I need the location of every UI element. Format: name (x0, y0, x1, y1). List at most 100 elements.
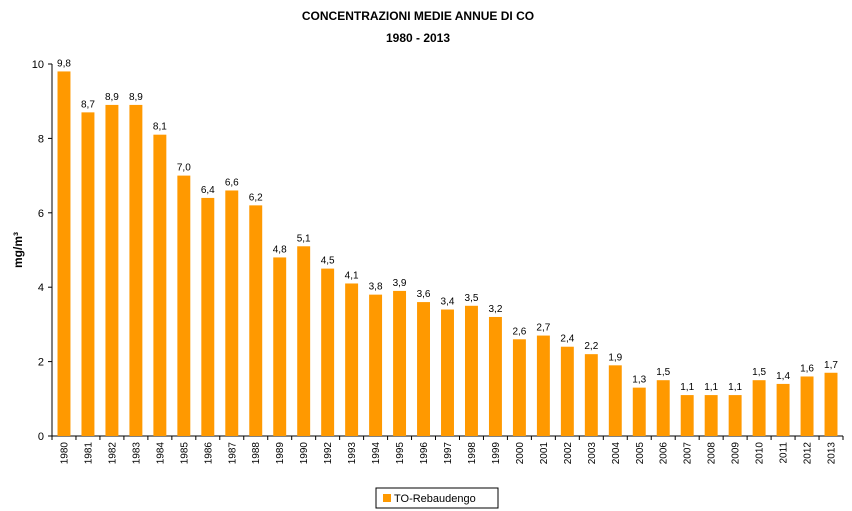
value-label: 1,1 (704, 382, 718, 393)
value-label: 2,7 (536, 323, 550, 334)
bar (728, 395, 742, 436)
value-label: 8,9 (105, 92, 119, 103)
value-label: 6,4 (201, 185, 215, 196)
value-label: 1,9 (608, 352, 622, 363)
value-label: 1,3 (632, 375, 646, 386)
x-tick-label: 1989 (275, 442, 286, 465)
value-label: 2,2 (584, 341, 598, 352)
x-tick-label: 1999 (491, 442, 502, 465)
bar (560, 346, 574, 436)
bar (105, 104, 119, 437)
bar (488, 316, 502, 436)
bar (249, 205, 263, 436)
x-tick-label: 1981 (83, 442, 94, 465)
value-label: 1,7 (824, 360, 838, 371)
bar (608, 365, 622, 436)
x-tick-label: 2002 (563, 442, 574, 465)
value-label: 2,4 (560, 334, 574, 345)
bar (201, 197, 215, 436)
value-label: 3,5 (465, 293, 479, 304)
y-tick-label: 10 (32, 59, 44, 71)
x-tick-label: 2008 (707, 442, 718, 465)
value-label: 1,4 (776, 371, 790, 382)
x-tick-label: 1993 (347, 442, 358, 465)
bar (752, 380, 766, 436)
value-label: 4,8 (273, 244, 287, 255)
legend-label: TO-Rebaudengo (394, 493, 476, 505)
value-label: 8,7 (81, 99, 95, 110)
bar (57, 71, 71, 436)
bar (441, 309, 454, 436)
value-label: 3,8 (369, 282, 383, 293)
x-tick-label: 2006 (659, 442, 670, 465)
bar (417, 302, 431, 436)
bar (297, 246, 311, 436)
value-label: 8,9 (129, 92, 143, 103)
x-tick-label: 2000 (515, 442, 526, 465)
x-tick-label: 1997 (443, 442, 454, 465)
bar (225, 190, 239, 436)
x-tick-label: 1994 (371, 442, 382, 465)
bar (776, 383, 790, 436)
x-tick-label: 1986 (203, 442, 214, 465)
value-label: 1,1 (680, 382, 694, 393)
x-tick-label: 2003 (587, 442, 598, 465)
bar (632, 387, 646, 436)
legend-swatch (383, 494, 391, 502)
x-tick-label: 1990 (299, 442, 310, 465)
bar (464, 305, 478, 436)
value-label: 6,2 (249, 192, 263, 203)
x-tick-label: 2013 (827, 442, 838, 465)
bar (393, 290, 407, 436)
x-tick-label: 1980 (59, 442, 70, 465)
value-label: 3,2 (488, 304, 502, 315)
value-label: 3,6 (417, 289, 431, 300)
x-tick-label: 1983 (131, 442, 142, 465)
x-tick-label: 2011 (779, 442, 790, 464)
value-label: 6,6 (225, 177, 239, 188)
bar (800, 376, 814, 436)
bar (321, 268, 335, 436)
y-tick-label: 2 (38, 357, 44, 369)
value-label: 4,5 (321, 256, 335, 267)
bar (584, 354, 598, 436)
bar (704, 395, 718, 436)
bar (656, 380, 670, 436)
y-tick-label: 0 (38, 431, 44, 443)
x-tick-label: 1984 (155, 442, 166, 465)
value-label: 9,8 (57, 58, 71, 69)
chart-title: CONCENTRAZIONI MEDIE ANNUE DI CO (302, 9, 534, 23)
bar (129, 104, 143, 437)
value-label: 5,1 (297, 233, 311, 244)
x-tick-label: 1985 (179, 442, 190, 465)
value-label: 7,0 (177, 163, 191, 174)
y-tick-label: 4 (38, 282, 44, 294)
value-label: 1,5 (656, 367, 670, 378)
x-tick-label: 1982 (107, 442, 118, 465)
x-tick-label: 1998 (467, 442, 478, 465)
y-tick-label: 8 (38, 133, 44, 145)
bar (536, 335, 550, 436)
x-tick-label: 1988 (251, 442, 262, 465)
value-label: 2,6 (512, 326, 526, 337)
x-tick-label: 2004 (611, 442, 622, 465)
y-axis-label: mg/m³ (11, 232, 25, 268)
x-tick-label: 1995 (395, 442, 406, 465)
bar (81, 112, 95, 437)
legend-box (375, 487, 499, 509)
bar (512, 339, 526, 436)
value-label: 1,6 (800, 363, 814, 374)
value-label: 3,9 (393, 278, 407, 289)
bar (680, 395, 694, 436)
x-tick-label: 2005 (635, 442, 646, 465)
x-tick-label: 2009 (731, 442, 742, 465)
bar (345, 283, 359, 436)
x-tick-label: 2001 (539, 442, 550, 465)
bar (273, 257, 287, 436)
bar (177, 175, 191, 436)
x-tick-label: 2012 (803, 442, 814, 465)
x-tick-label: 2010 (755, 442, 766, 465)
x-tick-label: 1987 (227, 442, 238, 465)
